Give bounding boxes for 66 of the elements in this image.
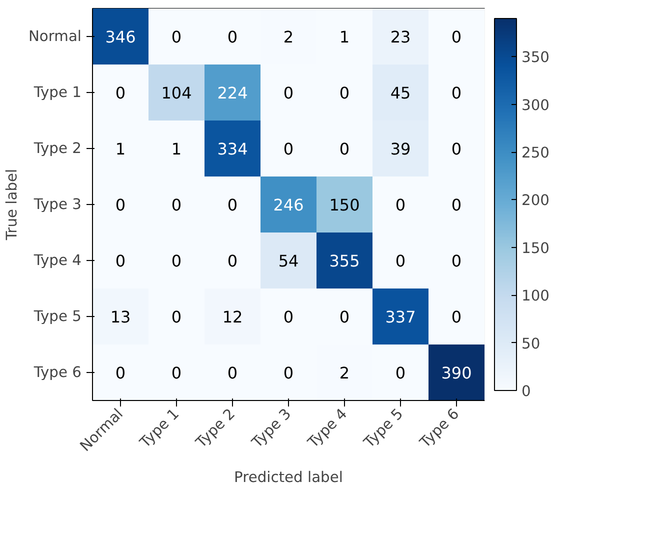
data-label: 0 <box>227 252 238 270</box>
data-label: 23 <box>390 28 411 46</box>
y-axis-title: True label <box>3 168 20 242</box>
data-label: 0 <box>451 84 462 102</box>
y-tick-label: Type 1 <box>32 84 82 101</box>
data-label: 246 <box>273 196 304 214</box>
data-label: 0 <box>395 364 406 382</box>
data-label: 2 <box>339 364 350 382</box>
data-label: 346 <box>105 28 136 46</box>
data-label: 334 <box>217 140 248 158</box>
data-label: 0 <box>171 28 182 46</box>
data-label: 0 <box>171 308 182 326</box>
data-label: 0 <box>451 196 462 214</box>
data-label: 0 <box>451 252 462 270</box>
color-bar-label: 200 <box>522 192 550 210</box>
data-label: 0 <box>171 364 182 382</box>
data-label: 0 <box>115 84 126 102</box>
data-label: 0 <box>227 196 238 214</box>
color-bar-label: 50 <box>522 335 540 352</box>
color-bar-label: 0 <box>522 383 531 400</box>
y-tick-label: Type 6 <box>32 364 82 381</box>
y-tick-label: Normal <box>28 28 82 45</box>
data-label: 45 <box>390 84 411 102</box>
data-label: 0 <box>451 28 462 46</box>
data-label: 337 <box>385 308 416 326</box>
data-label: 1 <box>171 140 182 158</box>
data-label: 12 <box>222 308 243 326</box>
y-tick-label: Type 4 <box>32 252 82 269</box>
data-label: 0 <box>115 252 126 270</box>
data-label: 0 <box>171 196 182 214</box>
data-label: 0 <box>339 308 350 326</box>
data-label: 0 <box>451 308 462 326</box>
data-label: 0 <box>283 140 294 158</box>
color-bar-label: 300 <box>522 96 550 114</box>
data-label: 0 <box>115 364 126 382</box>
data-label: 0 <box>283 308 294 326</box>
data-label: 224 <box>217 84 248 102</box>
data-label: 2 <box>283 28 294 46</box>
y-tick-label: Type 2 <box>32 140 82 157</box>
data-label: 355 <box>329 252 360 270</box>
x-axis-title: Predicted label <box>234 469 343 486</box>
y-tick-label: Type 5 <box>32 308 82 325</box>
data-label: 0 <box>395 196 406 214</box>
data-label: 39 <box>390 140 411 158</box>
data-label: 0 <box>339 84 350 102</box>
data-label: 0 <box>171 252 182 270</box>
data-label: 0 <box>451 140 462 158</box>
data-label: 0 <box>395 252 406 270</box>
data-label: 390 <box>441 364 472 382</box>
data-label: 0 <box>227 28 238 46</box>
data-label: 0 <box>339 140 350 158</box>
data-label: 13 <box>110 308 131 326</box>
data-label: 0 <box>115 196 126 214</box>
data-label: 54 <box>278 252 299 270</box>
color-bar-label: 150 <box>522 240 550 257</box>
data-label: 0 <box>227 364 238 382</box>
data-label: 1 <box>115 140 126 158</box>
data-label: 104 <box>161 84 192 102</box>
y-tick-label: Type 3 <box>32 196 82 213</box>
color-bar-label: 350 <box>522 49 550 66</box>
data-label: 0 <box>283 364 294 382</box>
data-label: 0 <box>283 84 294 102</box>
data-label: 1 <box>339 28 350 46</box>
color-bar-label: 250 <box>522 144 550 162</box>
data-label: 150 <box>329 196 360 214</box>
color-bar-label: 100 <box>522 288 550 305</box>
